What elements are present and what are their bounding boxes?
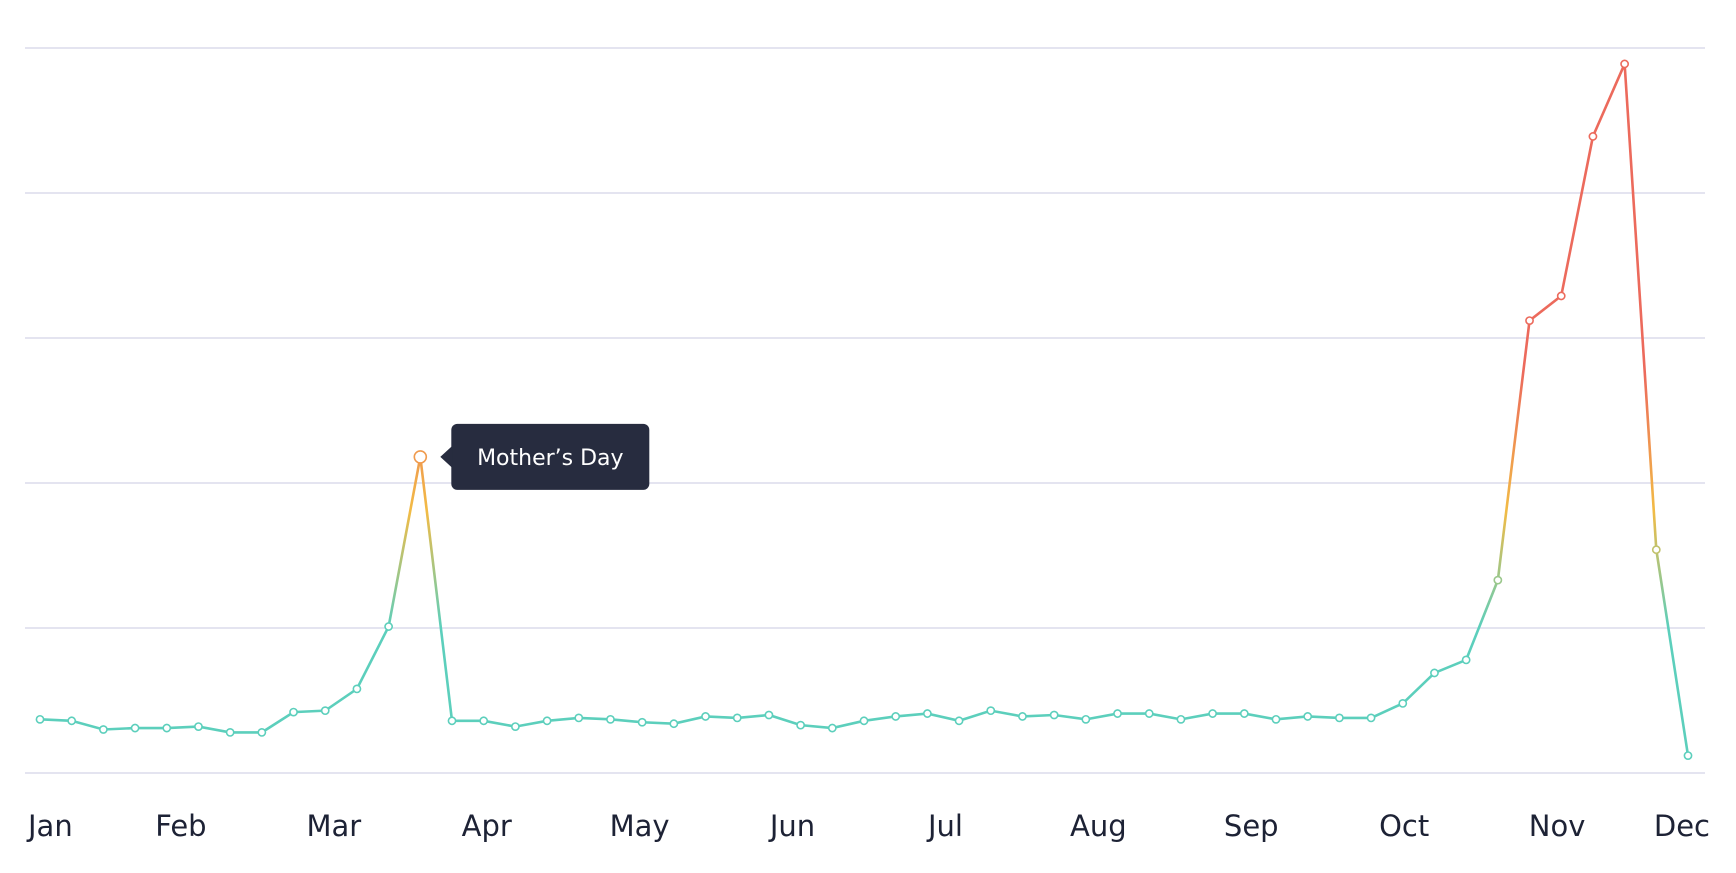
- data-point[interactable]: [1113, 709, 1122, 718]
- data-point[interactable]: [1334, 713, 1344, 723]
- data-point[interactable]: [1651, 545, 1661, 555]
- data-point[interactable]: [1588, 132, 1598, 141]
- data-point[interactable]: [1271, 714, 1281, 724]
- data-point[interactable]: [1366, 713, 1376, 723]
- annotation-tooltip: Mother’s Day: [440, 423, 650, 490]
- x-tick-label-feb: Feb: [155, 809, 206, 843]
- data-point[interactable]: [669, 719, 679, 729]
- data-point[interactable]: [574, 713, 584, 723]
- data-points: [35, 59, 1693, 760]
- data-point[interactable]: [1176, 714, 1186, 724]
- x-tick-label-mar: Mar: [306, 809, 361, 843]
- data-point[interactable]: [35, 714, 45, 724]
- data-point[interactable]: [1683, 751, 1693, 760]
- data-point[interactable]: [764, 710, 774, 720]
- data-point[interactable]: [1144, 709, 1154, 718]
- data-point[interactable]: [352, 684, 362, 694]
- data-point[interactable]: [67, 716, 77, 726]
- x-tick-label-jul: Jul: [926, 809, 963, 843]
- x-tick-label-dec: Dec: [1654, 809, 1710, 843]
- data-point[interactable]: [637, 717, 647, 727]
- x-tick-label-aug: Aug: [1070, 809, 1127, 843]
- tooltip-arrow: [440, 445, 453, 468]
- data-point[interactable]: [1430, 668, 1439, 678]
- data-point[interactable]: [447, 716, 457, 726]
- data-point[interactable]: [891, 712, 901, 721]
- gridlines: [25, 47, 1705, 774]
- data-point[interactable]: [225, 728, 235, 737]
- data-point[interactable]: [1018, 712, 1027, 721]
- data-point[interactable]: [384, 622, 394, 631]
- data-point[interactable]: [1398, 699, 1408, 708]
- data-point[interactable]: [1208, 709, 1218, 718]
- data-point[interactable]: [1081, 714, 1091, 724]
- data-point[interactable]: [130, 723, 140, 733]
- data-point[interactable]: [162, 723, 172, 733]
- data-point[interactable]: [542, 716, 552, 726]
- data-point[interactable]: [194, 722, 203, 731]
- annotations: Mother’s Day: [440, 423, 650, 490]
- x-tick-label-jun: Jun: [768, 809, 815, 843]
- data-point[interactable]: [1461, 655, 1471, 665]
- data-point[interactable]: [986, 706, 996, 716]
- data-point[interactable]: [954, 716, 964, 726]
- x-tick-label-may: May: [610, 809, 670, 843]
- series-line: [38, 63, 1690, 757]
- data-point-highlighted[interactable]: [413, 450, 428, 464]
- data-point[interactable]: [1303, 712, 1313, 721]
- data-point[interactable]: [732, 713, 742, 723]
- data-point[interactable]: [1556, 291, 1566, 301]
- data-point[interactable]: [1239, 709, 1249, 718]
- data-point[interactable]: [320, 706, 330, 716]
- x-tick-label-jan: Jan: [26, 809, 73, 843]
- data-point[interactable]: [796, 720, 806, 730]
- tooltip-box: [451, 423, 650, 490]
- data-point[interactable]: [922, 709, 932, 718]
- x-tick-label-apr: Apr: [462, 809, 512, 843]
- data-point[interactable]: [606, 714, 615, 724]
- x-tick-label-sep: Sep: [1224, 809, 1279, 843]
- data-point[interactable]: [1525, 316, 1534, 325]
- data-point[interactable]: [510, 722, 520, 731]
- tooltip-label: Mother’s Day: [477, 446, 623, 471]
- data-point[interactable]: [257, 728, 267, 737]
- data-point[interactable]: [289, 707, 298, 717]
- data-point[interactable]: [479, 716, 489, 726]
- x-axis-ticks: Jan Feb Mar Apr May Jun Jul Aug Sep Oct Nov Dec: [26, 809, 1710, 843]
- data-point[interactable]: [1620, 59, 1630, 69]
- data-point[interactable]: [701, 712, 710, 721]
- x-tick-label-nov: Nov: [1529, 809, 1586, 843]
- data-point[interactable]: [859, 716, 869, 726]
- data-point[interactable]: [1493, 575, 1503, 585]
- data-point[interactable]: [1049, 710, 1059, 720]
- x-tick-label-oct: Oct: [1379, 809, 1429, 843]
- data-point[interactable]: [827, 723, 837, 733]
- data-point[interactable]: [98, 725, 108, 734]
